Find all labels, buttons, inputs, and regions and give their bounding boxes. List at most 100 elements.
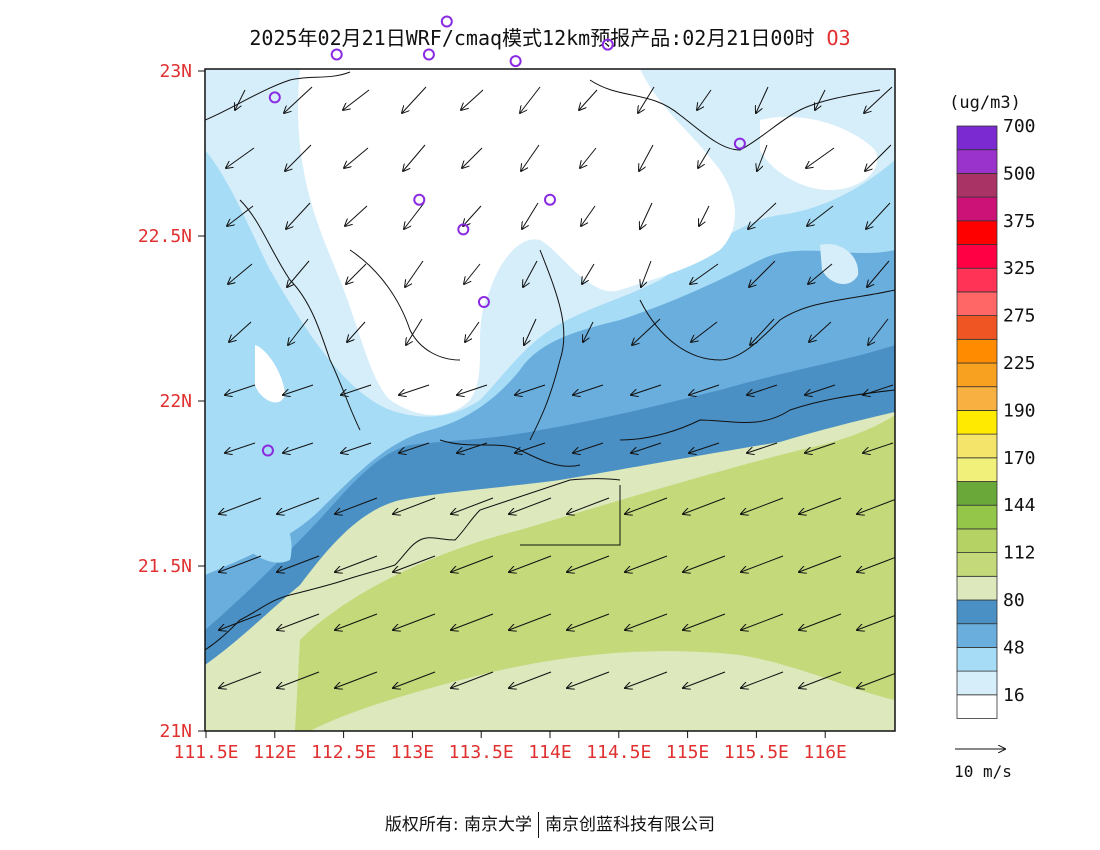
wind-arrow	[341, 442, 372, 453]
station-marker	[457, 223, 470, 236]
station-marker	[544, 193, 556, 206]
wind-arrow	[463, 205, 482, 226]
wind-arrow	[451, 555, 494, 572]
station-marker	[422, 48, 435, 61]
wind-arrow	[520, 86, 541, 113]
colorbar-labels: 16 48 80 112 144 170 190 225 275 325 375 500 700	[1003, 116, 1036, 706]
province-boundary-ne	[589, 79, 881, 151]
wind-arrow	[335, 613, 378, 630]
wind-arrow	[219, 613, 262, 630]
wind-arrow	[399, 442, 430, 453]
colorbar-label: 48	[1003, 637, 1025, 658]
wind-vectors	[219, 86, 895, 688]
lat-tick-label: 21N	[159, 721, 192, 742]
station-marker	[330, 48, 343, 61]
species-label: O3	[826, 26, 851, 50]
chart-title: 2025年02月21日WRF/cmaq模式12km预报产品:02月21日00时 …	[0, 22, 1100, 51]
lon-tick-label: 113E	[391, 742, 434, 763]
wind-arrow	[277, 613, 320, 630]
boundary-lines	[205, 71, 895, 651]
wind-arrow	[347, 321, 366, 342]
colorbar-segment	[956, 386, 998, 411]
colorbar-segment	[956, 433, 998, 459]
colorbar-segment	[956, 670, 998, 696]
wind-arrow	[402, 86, 427, 113]
colorbar-segment	[956, 599, 998, 625]
wind-arrow	[866, 202, 891, 229]
field-0-16	[298, 69, 735, 415]
lon-tick-label: 112E	[253, 742, 296, 763]
wind-arrow	[807, 205, 834, 226]
wind-arrow	[638, 86, 655, 113]
wind-arrow	[229, 321, 252, 342]
wind-arrow	[277, 555, 320, 572]
colorbar-segment	[956, 362, 998, 388]
wind-arrow	[283, 442, 314, 453]
colorbar-segment	[956, 647, 998, 672]
colorbar-segment	[956, 267, 998, 293]
wind-arrow	[567, 671, 610, 688]
wind-arrow	[465, 321, 480, 342]
wind-arrow	[219, 497, 262, 514]
wind-arrow	[403, 144, 426, 171]
wind-arrow	[515, 384, 546, 395]
wind-arrow	[285, 144, 312, 171]
wind-arrow	[864, 86, 893, 113]
wind-arrow	[335, 497, 378, 514]
station-marker	[509, 55, 522, 68]
station-marker	[268, 91, 281, 104]
field-0-16-west	[255, 345, 285, 403]
wind-arrow	[404, 202, 425, 229]
lon-tick-label: 115.5E	[724, 742, 789, 763]
wind-arrow	[286, 202, 311, 229]
wind-arrow	[226, 147, 255, 168]
wind-arrow	[748, 202, 777, 229]
wind-arrow	[219, 555, 262, 572]
colorbar-label: 700	[1003, 116, 1036, 137]
lat-tick-label: 21.5N	[138, 556, 192, 577]
wind-arrow	[228, 263, 253, 284]
wind-arrow	[288, 318, 309, 345]
wind-arrow	[689, 442, 720, 453]
wind-arrow	[799, 497, 842, 514]
colorbar-segment	[956, 457, 998, 482]
wind-arrow	[747, 384, 778, 395]
wind-arrow	[509, 613, 552, 630]
wind-arrow	[583, 321, 594, 342]
wind-arrow	[345, 205, 368, 226]
colorbar-segment	[956, 552, 998, 577]
colorbar-segment	[956, 220, 998, 245]
wind-arrow	[747, 442, 778, 453]
wind-arrow	[698, 147, 711, 168]
wind-arrow	[227, 205, 254, 226]
wind-arrow	[277, 671, 320, 688]
wind-arrow	[393, 613, 436, 630]
wind-arrow	[393, 671, 436, 688]
wind-arrow	[346, 263, 367, 284]
station-marker	[261, 444, 274, 457]
station-marker	[413, 193, 426, 206]
field-16-32-patch	[820, 244, 859, 285]
colorbar-label: 144	[1003, 495, 1036, 516]
colorbar-segment	[956, 338, 998, 364]
wind-arrow	[579, 89, 598, 110]
colorbar-segment	[956, 504, 998, 530]
wind-reference-label: 10 m/s	[954, 762, 1012, 781]
wind-arrow	[741, 555, 784, 572]
wind-arrow	[464, 263, 481, 284]
wind-arrow	[639, 144, 654, 171]
wind-arrow	[865, 144, 892, 171]
concentration-field	[205, 69, 895, 731]
wind-arrow	[683, 497, 726, 514]
field-32-48-patch	[220, 470, 292, 563]
wind-arrow	[699, 205, 710, 226]
wind-arrow	[580, 147, 597, 168]
wind-arrow	[625, 555, 668, 572]
wind-arrow	[287, 260, 310, 287]
wind-arrow	[461, 89, 484, 110]
wind-arrow	[806, 147, 835, 168]
wind-arrow	[868, 318, 889, 345]
coastline	[205, 478, 621, 651]
wind-arrow	[343, 89, 370, 110]
wind-arrow	[863, 442, 894, 453]
